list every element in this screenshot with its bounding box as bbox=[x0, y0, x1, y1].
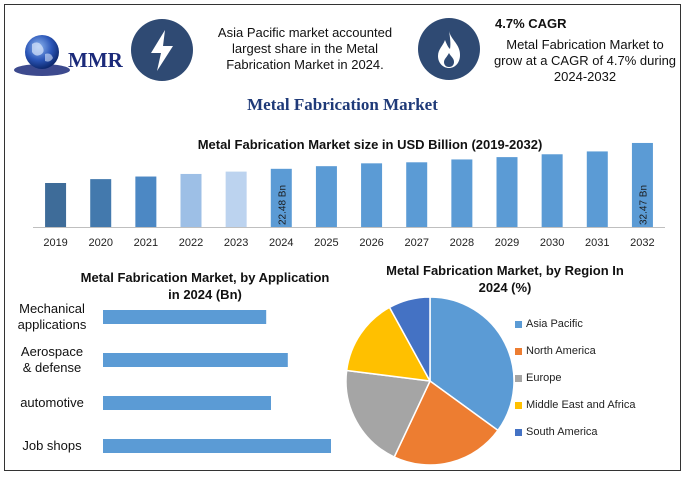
region-title-line-1: Metal Fabrication Market, by Region In bbox=[386, 263, 624, 278]
application-label: Job shops bbox=[8, 438, 96, 454]
x-tick-label: 2025 bbox=[314, 237, 338, 249]
mmr-logo: MMR bbox=[12, 30, 124, 80]
application-title-line-1: Metal Fabrication Market, by Application bbox=[80, 270, 330, 285]
main-title: Metal Fabrication Market bbox=[247, 95, 438, 114]
x-tick-label: 2024 bbox=[269, 237, 293, 249]
application-label: Mechanical applications bbox=[8, 301, 96, 333]
x-tick-label: 2029 bbox=[495, 237, 519, 249]
legend-label: North America bbox=[526, 345, 596, 357]
legend-swatch bbox=[515, 429, 522, 436]
box1-line-2: largest share in the Metal bbox=[232, 41, 378, 56]
bar-2024 bbox=[270, 168, 292, 227]
bar-2031 bbox=[586, 151, 608, 227]
application-label: Aerospace & defense bbox=[8, 344, 96, 376]
data-label: 32.47 Bn bbox=[638, 185, 649, 225]
x-tick-label: 2019 bbox=[43, 237, 67, 249]
bar-2029 bbox=[496, 157, 518, 227]
legend-label: Europe bbox=[526, 372, 562, 384]
region-pie-chart bbox=[345, 296, 515, 466]
x-tick-label: 2021 bbox=[134, 237, 158, 249]
market-size-chart-title: Metal Fabrication Market size in USD Bil… bbox=[197, 137, 543, 152]
pie-slice-south-america bbox=[388, 296, 431, 382]
x-tick-label: 2031 bbox=[585, 237, 609, 249]
legend-swatch bbox=[515, 348, 522, 355]
logo-text: MMR bbox=[68, 48, 123, 72]
application-label-line: Aerospace bbox=[20, 344, 84, 359]
application-label-line: Job shops bbox=[22, 438, 82, 453]
bar-2021 bbox=[135, 176, 157, 227]
legend-swatch bbox=[515, 402, 522, 409]
box2-line-3: 2024-2032 bbox=[553, 69, 617, 84]
region-title-line-2: 2024 (%) bbox=[478, 280, 532, 295]
cagr-title: 4.7% CAGR bbox=[495, 16, 567, 31]
x-tick-label: 2026 bbox=[359, 237, 383, 249]
bar-2032 bbox=[631, 142, 653, 227]
application-label-line: applications bbox=[17, 317, 87, 332]
pie-slice-asia-pacific bbox=[429, 296, 515, 432]
application-title-line-2: in 2024 (Bn) bbox=[168, 287, 242, 302]
application-label: automotive bbox=[8, 395, 96, 411]
x-tick-label: 2023 bbox=[224, 237, 248, 249]
box2-line-2: grow at a CAGR of 4.7% during bbox=[493, 53, 677, 68]
box2-line-1: Metal Fabrication Market to bbox=[506, 37, 664, 52]
market-size-bar-chart: 2019 2020 2021 2022 2023 2024 22.48 Bn 2025 2026… bbox=[33, 142, 665, 249]
x-tick-label: 2030 bbox=[540, 237, 564, 249]
bar-2028 bbox=[451, 159, 473, 227]
legend-label: Asia Pacific bbox=[526, 318, 583, 330]
legend-label: Middle East and Africa bbox=[526, 399, 636, 411]
pie-slice-europe bbox=[345, 369, 432, 459]
application-label-line: & defense bbox=[22, 360, 82, 375]
bar-2030 bbox=[541, 154, 563, 227]
legend-label: South America bbox=[526, 426, 598, 438]
application-bar bbox=[103, 396, 271, 410]
bar-2026 bbox=[361, 163, 383, 227]
flame-badge bbox=[418, 18, 480, 80]
data-label: 22.48 Bn bbox=[277, 185, 288, 225]
application-bar-chart bbox=[103, 310, 331, 453]
x-tick-label: 2020 bbox=[88, 237, 112, 249]
x-tick-label: 2022 bbox=[179, 237, 203, 249]
bar-2019 bbox=[45, 183, 67, 227]
bar-2025 bbox=[315, 166, 337, 227]
bar-2022 bbox=[180, 173, 202, 227]
application-label-line: automotive bbox=[20, 395, 84, 410]
box1-line-3: Fabrication Market in 2024. bbox=[226, 57, 384, 72]
x-tick-label: 2027 bbox=[404, 237, 428, 249]
bar-2027 bbox=[406, 162, 428, 227]
lightning-badge bbox=[131, 19, 193, 81]
bar-2023 bbox=[225, 171, 247, 227]
legend-swatch bbox=[515, 375, 522, 382]
lightning-icon bbox=[151, 30, 173, 71]
globe-icon bbox=[14, 35, 70, 76]
legend-swatch bbox=[515, 321, 522, 328]
x-tick-label: 2028 bbox=[450, 237, 474, 249]
infographic-frame bbox=[4, 4, 681, 471]
box1-text: Asia Pacific market accounted largest sh… bbox=[205, 25, 405, 73]
application-label-line: Mechanical bbox=[19, 301, 85, 316]
region-chart-title: Metal Fabrication Market, by Region In 2… bbox=[360, 262, 650, 296]
bar-2020 bbox=[90, 179, 112, 227]
application-bar bbox=[103, 439, 331, 453]
x-tick-label: 2032 bbox=[630, 237, 654, 249]
application-bar bbox=[103, 353, 288, 367]
flame-icon bbox=[438, 31, 460, 68]
application-chart-title: Metal Fabrication Market, by Application… bbox=[60, 269, 350, 303]
box1-line-1: Asia Pacific market accounted bbox=[217, 25, 393, 40]
pie-slice-middle-east-and-africa bbox=[345, 306, 432, 382]
box2-text: Metal Fabrication Market to grow at a CA… bbox=[490, 37, 680, 85]
application-bar bbox=[103, 310, 267, 324]
